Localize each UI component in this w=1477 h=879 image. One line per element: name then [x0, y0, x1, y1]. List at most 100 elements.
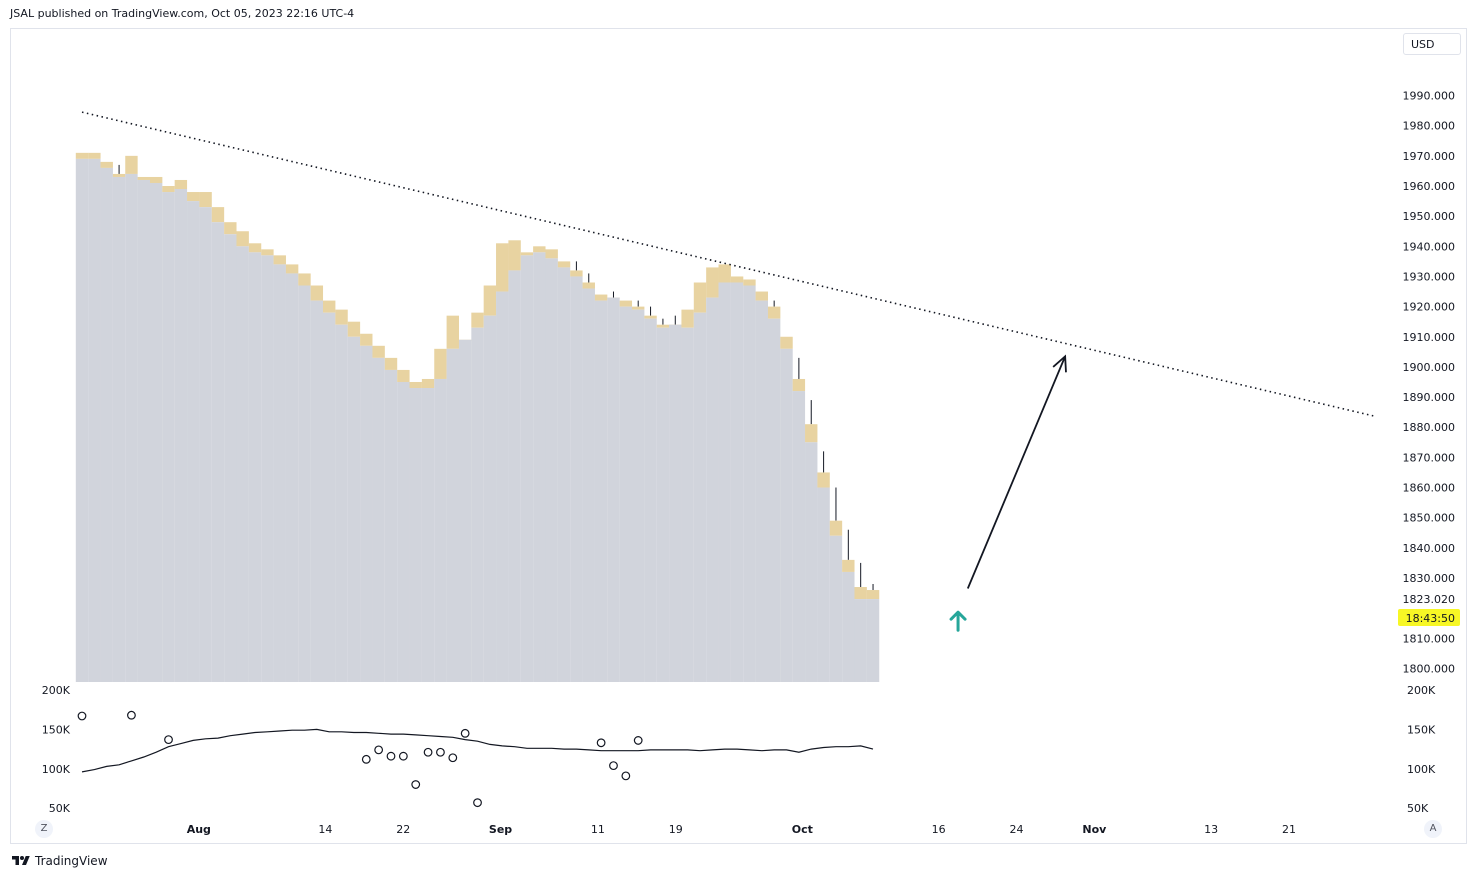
candle-body — [755, 291, 768, 301]
candle-body — [780, 336, 793, 349]
candle-body — [372, 345, 385, 358]
candle-down — [755, 300, 768, 682]
volume-point — [460, 728, 470, 738]
candle-body — [125, 155, 138, 174]
candle-body — [75, 152, 89, 159]
volume-point — [436, 747, 445, 757]
candle-body — [594, 294, 608, 301]
candle-down — [100, 167, 113, 682]
volume-point — [374, 745, 384, 755]
candle-down — [88, 158, 101, 682]
log-scale-toggle[interactable]: Z — [35, 820, 53, 838]
candle-body — [533, 246, 546, 253]
volume-pane — [77, 710, 874, 808]
volume-point — [398, 751, 408, 761]
candle-body — [88, 152, 101, 159]
time-tick-label: Sep — [489, 823, 512, 836]
time-axis: Aug 14 22 Sep 11 19 Oct 16 24 Nov 13 21 — [187, 823, 1296, 836]
candle-body — [718, 264, 731, 283]
candle-body — [397, 369, 410, 382]
candle-down — [248, 252, 262, 682]
candle-down — [261, 255, 274, 682]
candle-body — [632, 306, 645, 310]
candle-body — [866, 590, 880, 600]
candle-down — [285, 273, 299, 682]
candle-down — [137, 179, 150, 682]
candle-body — [384, 357, 398, 370]
price-tick-label: 1900.000 — [1403, 361, 1456, 374]
candle-body — [520, 252, 534, 256]
candle-down — [397, 381, 410, 682]
price-tick-label: 1920.000 — [1403, 301, 1456, 314]
candle-body — [211, 207, 225, 223]
volume-tick-label-left: 50K — [49, 802, 71, 815]
candle-down — [533, 252, 546, 682]
volume-point — [127, 710, 136, 720]
time-tick-label: 21 — [1282, 823, 1296, 836]
time-tick-label: 13 — [1204, 823, 1218, 836]
candle-body — [582, 282, 595, 289]
candle-body — [743, 279, 756, 286]
candle-up — [125, 173, 138, 683]
projection-arrow — [966, 356, 1066, 589]
candle-body — [496, 243, 509, 292]
candle-body — [619, 300, 633, 307]
volume-average-line — [81, 728, 874, 773]
candle-down — [310, 300, 324, 682]
time-tick-label: 16 — [932, 823, 946, 836]
candle-down — [75, 158, 89, 682]
chart-frame — [10, 28, 1467, 844]
candle-body — [187, 192, 200, 202]
price-tick-label: 1970.000 — [1403, 150, 1456, 163]
price-tick-label: 1890.000 — [1403, 391, 1456, 404]
candle-up — [508, 270, 521, 682]
candle-down — [557, 267, 571, 682]
candle-down — [409, 388, 422, 682]
candle-body — [248, 243, 262, 253]
volume-point — [423, 747, 433, 757]
candle-body — [644, 315, 657, 319]
countdown-label: 18:43:50 — [1406, 612, 1455, 625]
projection-arrow-head — [1052, 354, 1067, 373]
auto-scale-toggle[interactable]: A — [1424, 820, 1442, 838]
candle-body — [335, 309, 348, 325]
candle-body — [285, 264, 299, 274]
candle-up — [421, 388, 435, 682]
candle-down — [187, 201, 200, 683]
countdown-badge — [1398, 609, 1460, 626]
candle-up — [471, 327, 484, 682]
price-tick-label: 1960.000 — [1403, 180, 1456, 193]
candle-down — [545, 258, 558, 682]
candle-body — [310, 285, 324, 301]
candle-down — [224, 234, 237, 682]
candle-down — [570, 276, 583, 682]
candle-down — [372, 357, 385, 682]
price-tick-label: 1870.000 — [1403, 451, 1456, 464]
candle-body — [224, 222, 237, 235]
time-tick-label: 14 — [318, 823, 332, 836]
candle-body — [347, 321, 361, 337]
candle-up — [693, 312, 707, 682]
candle-down — [360, 345, 373, 682]
price-tick-label: 1840.000 — [1403, 542, 1456, 555]
candle-down — [619, 306, 633, 682]
footer-brand[interactable]: TradingView — [10, 852, 108, 870]
candle-down — [335, 324, 348, 682]
candle-down — [594, 300, 608, 682]
candle-up — [706, 297, 719, 682]
candle-down — [743, 285, 756, 682]
price-tick-label: 1830.000 — [1403, 572, 1456, 585]
time-tick-label: 11 — [591, 823, 605, 836]
candle-body — [323, 300, 336, 313]
candle-body — [471, 312, 484, 328]
footer-brand-label: TradingView — [35, 854, 108, 868]
publish-header: JSAL published on TradingView.com, Oct 0… — [10, 7, 355, 20]
candle-down — [780, 348, 793, 682]
candle-down — [112, 176, 126, 682]
candle-down — [854, 599, 867, 682]
candle-down — [730, 282, 744, 682]
currency-selector[interactable]: USD — [1403, 33, 1461, 55]
candle-down — [347, 336, 361, 682]
volume-point — [164, 735, 173, 745]
